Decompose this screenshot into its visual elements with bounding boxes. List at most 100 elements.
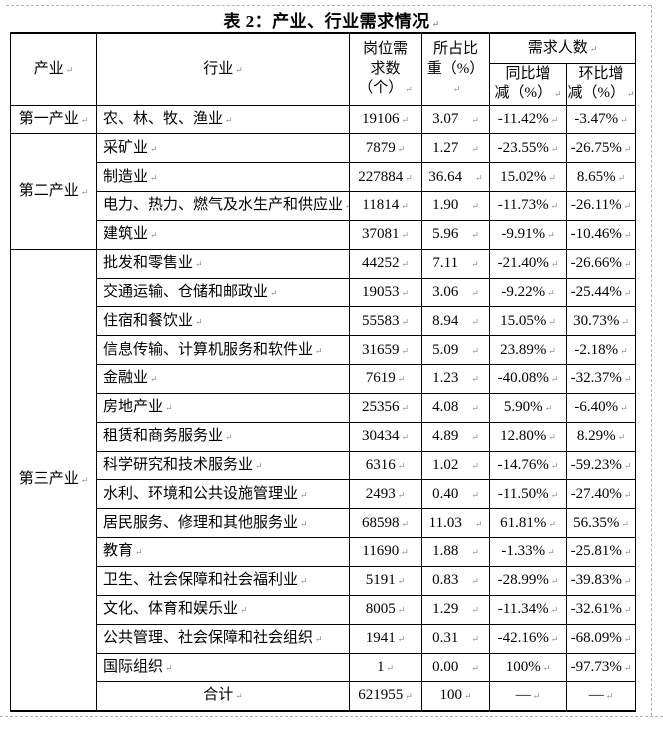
mom-cell: -59.23%	[566, 450, 636, 481]
yoy-cell: 5.90%	[489, 392, 567, 423]
mom-cell: -25.81%	[566, 537, 636, 567]
table-row: 交通运输、仓储和邮政业190533.06-9.22%-25.44%	[11, 277, 636, 308]
mom-cell: -10.46%	[566, 219, 636, 250]
header-demand-group: 需求人数	[489, 32, 636, 64]
positions-cell: 227884	[349, 162, 422, 193]
table-row: 第二产业采矿业78791.27-23.55%-26.75%	[10, 133, 636, 250]
sector-cell: 采矿业	[96, 133, 350, 164]
positions-cell: 7619	[349, 364, 422, 394]
table-row: 公共管理、社会保障和社会组织19410.31-42.16%-68.09%	[11, 623, 636, 654]
header-sector: 行业	[96, 32, 350, 106]
yoy-cell: 61.81%	[489, 508, 567, 539]
mom-cell: -39.83%	[566, 566, 636, 596]
share-cell: 7.11	[421, 248, 490, 279]
table-row: 居民服务、修理和其他服务业6859811.0361.81%56.35%	[11, 508, 636, 539]
table-row: 建筑业370815.96-9.91%-10.46%	[11, 219, 636, 250]
share-cell: 3.07	[421, 104, 490, 135]
total-share-cell: 100	[421, 681, 490, 712]
share-cell: 0.00	[421, 652, 490, 683]
header-positions: 岗位需 求数 （个）	[349, 32, 422, 106]
sector-cell: 金融业	[96, 364, 350, 394]
yoy-cell: 15.05%	[489, 306, 567, 337]
positions-cell: 44252	[349, 248, 422, 279]
mom-cell: -2.18%	[566, 335, 636, 366]
table-row: 水利、环境和公共设施管理业24930.40-11.50%-27.40%	[11, 479, 636, 510]
mom-cell: 56.35%	[566, 508, 636, 539]
mom-cell: -6.40%	[566, 392, 636, 423]
share-cell: 11.03	[421, 508, 490, 539]
yoy-cell: -11.34%	[489, 594, 567, 625]
yoy-cell: 23.89%	[489, 335, 567, 366]
sector-cell: 水利、环境和公共设施管理业	[96, 479, 350, 510]
yoy-cell: 15.02%	[489, 162, 567, 193]
positions-cell: 19106	[349, 104, 422, 135]
sector-cell: 教育	[96, 537, 350, 567]
table-row: 制造业22788436.6415.02%8.65%	[11, 162, 636, 193]
share-cell: 1.90	[421, 191, 490, 221]
positions-cell: 19053	[349, 277, 422, 308]
yoy-cell: -11.73%	[489, 191, 567, 221]
share-cell: 8.94	[421, 306, 490, 337]
mom-cell: 30.73%	[566, 306, 636, 337]
table-body: 第一产业农、林、牧、渔业191063.07-11.42%-3.47%第二产业采矿…	[10, 104, 636, 712]
industry-cell: 第三产业	[10, 248, 97, 712]
positions-cell: 5191	[349, 566, 422, 596]
positions-cell: 31659	[349, 335, 422, 366]
sector-cell: 信息传输、计算机服务和软件业	[96, 335, 350, 366]
table-header: 产业 行业 岗位需 求数 （个） 所占比 重（%） 需求人数 同比增 减（%） …	[10, 32, 636, 106]
mom-cell: -3.47%	[566, 104, 636, 135]
mom-cell: 8.29%	[566, 421, 636, 452]
sector-cell: 科学研究和技术服务业	[96, 450, 350, 481]
positions-cell: 8005	[349, 594, 422, 625]
sector-cell: 住宿和餐饮业	[96, 306, 350, 337]
share-cell: 4.08	[421, 392, 490, 423]
text-boundary-top	[6, 5, 651, 6]
mom-cell: -26.66%	[566, 248, 636, 279]
share-cell: 0.40	[421, 479, 490, 510]
mom-cell: -97.73%	[566, 652, 636, 683]
table-row: 信息传输、计算机服务和软件业316595.0923.89%-2.18%	[11, 335, 636, 366]
mom-cell: 8.65%	[566, 162, 636, 193]
table-row: 卫生、社会保障和社会福利业51910.83-28.99%-39.83%	[11, 566, 636, 596]
table-row: 金融业76191.23-40.08%-32.37%	[11, 364, 636, 394]
positions-cell: 25356	[349, 392, 422, 423]
total-label-cell: 合计	[96, 681, 350, 712]
header-mom: 环比增 减（%）	[566, 62, 636, 106]
share-cell: 1.29	[421, 594, 490, 625]
positions-cell: 30434	[349, 421, 422, 452]
yoy-cell: -11.42%	[489, 104, 567, 135]
yoy-cell: -42.16%	[489, 623, 567, 654]
mom-cell: -25.44%	[566, 277, 636, 308]
share-cell: 1.02	[421, 450, 490, 481]
yoy-cell: 12.80%	[489, 421, 567, 452]
total-mom-cell: —	[566, 681, 636, 712]
share-cell: 5.09	[421, 335, 490, 366]
sector-cell: 租赁和商务服务业	[96, 421, 350, 452]
industry-cell: 第一产业	[10, 104, 97, 135]
yoy-cell: -21.40%	[489, 248, 567, 279]
sector-cell: 国际组织	[96, 652, 350, 683]
sector-cell: 房地产业	[96, 392, 350, 423]
positions-cell: 2493	[349, 479, 422, 510]
yoy-cell: -9.22%	[489, 277, 567, 308]
sector-cell: 文化、体育和娱乐业	[96, 594, 350, 625]
yoy-cell: -28.99%	[489, 566, 567, 596]
yoy-cell: -1.33%	[489, 537, 567, 567]
yoy-cell: 100%	[489, 652, 567, 683]
demand-table: 产业 行业 岗位需 求数 （个） 所占比 重（%） 需求人数 同比增 减（%） …	[10, 32, 636, 712]
yoy-cell: -9.91%	[489, 219, 567, 250]
mom-cell: -32.61%	[566, 594, 636, 625]
sector-cell: 电力、热力、燃气及水生产和供应业	[96, 191, 350, 221]
mom-cell: -26.11%	[566, 191, 636, 221]
mom-cell: -26.75%	[566, 133, 636, 164]
positions-cell: 7879	[349, 133, 422, 164]
share-cell: 36.64	[421, 162, 490, 193]
page-title: 表 2：产业、行业需求情况	[0, 7, 663, 32]
sector-cell: 交通运输、仓储和邮政业	[96, 277, 350, 308]
table-row: 住宿和餐饮业555838.9415.05%30.73%	[11, 306, 636, 337]
positions-cell: 55583	[349, 306, 422, 337]
sector-cell: 居民服务、修理和其他服务业	[96, 508, 350, 539]
yoy-cell: -23.55%	[489, 133, 567, 164]
share-cell: 4.89	[421, 421, 490, 452]
table-row: 教育116901.88-1.33%-25.81%	[11, 537, 636, 567]
